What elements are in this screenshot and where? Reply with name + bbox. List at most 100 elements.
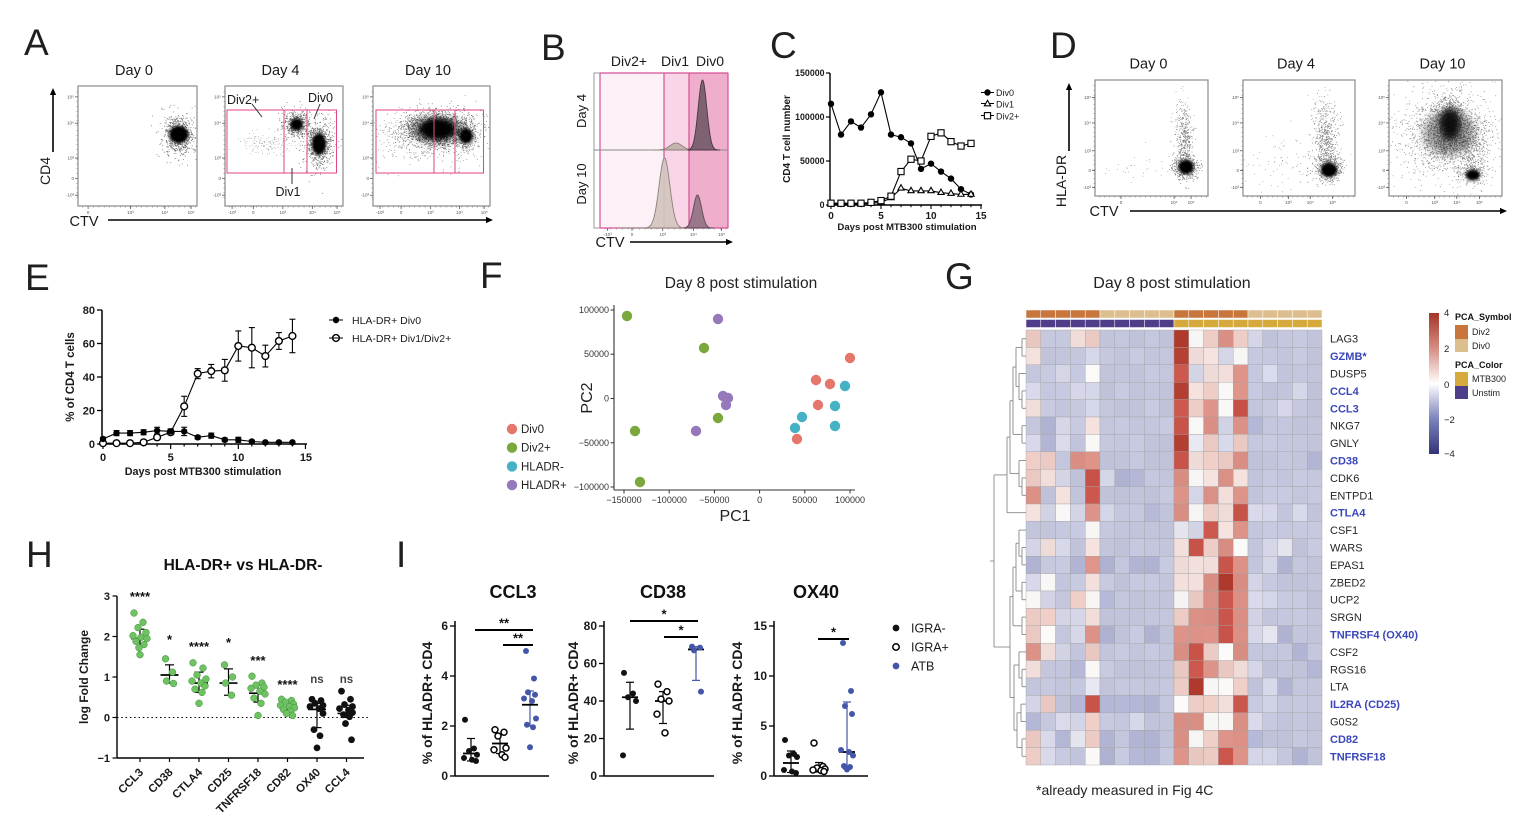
svg-text:HLADR+: HLADR+ bbox=[521, 480, 567, 492]
svg-text:PC2: PC2 bbox=[579, 382, 596, 413]
svg-text:Div0: Div0 bbox=[1472, 341, 1490, 351]
svg-text:CTV: CTV bbox=[70, 214, 99, 230]
svg-text:Day 10: Day 10 bbox=[574, 163, 589, 204]
svg-text:10³: 10³ bbox=[362, 156, 369, 161]
svg-text:5: 5 bbox=[168, 452, 174, 464]
svg-text:10³: 10³ bbox=[1432, 200, 1439, 205]
svg-text:20: 20 bbox=[584, 732, 598, 746]
svg-text:0: 0 bbox=[441, 769, 448, 783]
svg-text:0: 0 bbox=[631, 232, 634, 237]
svg-text:**: ** bbox=[513, 631, 524, 646]
svg-text:Day 8 post stimulation: Day 8 post stimulation bbox=[665, 275, 818, 292]
svg-text:−100000: −100000 bbox=[574, 482, 609, 492]
svg-text:Div1: Div1 bbox=[661, 53, 689, 69]
svg-text:Day 8 post stimulation: Day 8 post stimulation bbox=[1093, 275, 1250, 292]
svg-text:10⁴: 10⁴ bbox=[67, 121, 74, 126]
svg-text:10⁴: 10⁴ bbox=[214, 121, 221, 126]
svg-text:0: 0 bbox=[87, 210, 90, 215]
svg-text:100000: 100000 bbox=[795, 112, 824, 122]
svg-text:H: H bbox=[26, 534, 53, 575]
svg-text:0: 0 bbox=[757, 495, 762, 505]
svg-text:10⁵: 10⁵ bbox=[67, 94, 74, 99]
svg-text:ATB: ATB bbox=[911, 660, 934, 674]
svg-text:10: 10 bbox=[925, 211, 937, 222]
svg-text:−150000: −150000 bbox=[606, 495, 641, 505]
svg-text:0: 0 bbox=[1120, 200, 1123, 205]
svg-text:Div2: Div2 bbox=[1472, 327, 1490, 337]
svg-text:****: **** bbox=[189, 639, 210, 654]
svg-text:**: ** bbox=[499, 616, 510, 631]
svg-text:10⁵: 10⁵ bbox=[1378, 95, 1385, 100]
svg-text:15: 15 bbox=[300, 452, 312, 464]
svg-text:10⁵: 10⁵ bbox=[481, 210, 488, 215]
svg-text:-10³: -10³ bbox=[376, 210, 385, 215]
svg-text:CD4 T cell number: CD4 T cell number bbox=[782, 95, 793, 183]
svg-text:0: 0 bbox=[71, 176, 74, 181]
svg-text:G0S2: G0S2 bbox=[1330, 717, 1358, 729]
svg-text:0: 0 bbox=[104, 713, 110, 725]
svg-text:% of CD4 T cells: % of CD4 T cells bbox=[65, 332, 77, 421]
svg-text:HLA-DR: HLA-DR bbox=[1053, 155, 1069, 207]
svg-text:10⁵: 10⁵ bbox=[1188, 200, 1195, 205]
svg-text:10³: 10³ bbox=[127, 210, 134, 215]
svg-text:G: G bbox=[945, 256, 974, 297]
svg-text:*: * bbox=[661, 607, 667, 622]
svg-text:0: 0 bbox=[828, 211, 834, 222]
svg-text:10³: 10³ bbox=[1378, 148, 1385, 153]
svg-text:CD38: CD38 bbox=[1330, 456, 1358, 468]
svg-text:10³: 10³ bbox=[214, 156, 221, 161]
svg-text:150000: 150000 bbox=[795, 68, 824, 78]
svg-text:Div1: Div1 bbox=[275, 185, 300, 199]
svg-text:Day 0: Day 0 bbox=[115, 63, 153, 79]
svg-text:B: B bbox=[541, 27, 566, 68]
svg-text:CCL4: CCL4 bbox=[1330, 386, 1360, 398]
svg-text:0: 0 bbox=[820, 200, 825, 210]
svg-text:NKG7: NKG7 bbox=[1330, 421, 1360, 433]
svg-text:50000: 50000 bbox=[584, 349, 609, 359]
svg-text:4: 4 bbox=[441, 669, 448, 683]
svg-text:10³: 10³ bbox=[1084, 148, 1091, 153]
svg-text:0: 0 bbox=[760, 769, 767, 783]
svg-text:10⁴: 10⁴ bbox=[456, 210, 463, 215]
svg-text:E: E bbox=[25, 257, 50, 298]
svg-text:Unstim: Unstim bbox=[1472, 388, 1500, 398]
svg-text:CD4: CD4 bbox=[37, 157, 53, 185]
svg-text:10⁴: 10⁴ bbox=[1378, 120, 1385, 125]
svg-text:80: 80 bbox=[584, 619, 598, 633]
svg-text:0: 0 bbox=[1236, 168, 1239, 173]
svg-text:10³: 10³ bbox=[1285, 200, 1292, 205]
svg-text:-10³: -10³ bbox=[1083, 185, 1092, 190]
svg-text:4: 4 bbox=[1444, 308, 1449, 319]
svg-text:10⁴: 10⁴ bbox=[1453, 200, 1460, 205]
svg-text:10⁴: 10⁴ bbox=[362, 121, 369, 126]
svg-text:PCA_Color: PCA_Color bbox=[1455, 360, 1503, 370]
svg-text:0: 0 bbox=[1259, 200, 1262, 205]
svg-text:HLA-DR+ Div1/Div2+: HLA-DR+ Div1/Div2+ bbox=[352, 333, 451, 345]
svg-text:Days post MTB300 stimulation: Days post MTB300 stimulation bbox=[125, 466, 282, 478]
svg-text:Day 10: Day 10 bbox=[1420, 57, 1466, 73]
svg-text:Div1: Div1 bbox=[996, 99, 1014, 109]
svg-text:10⁴: 10⁴ bbox=[690, 232, 697, 237]
svg-text:CCL3: CCL3 bbox=[1330, 403, 1359, 415]
svg-text:80: 80 bbox=[83, 305, 95, 317]
svg-text:*: * bbox=[226, 635, 232, 650]
svg-text:−4: −4 bbox=[1444, 449, 1455, 460]
svg-text:100000: 100000 bbox=[835, 495, 865, 505]
svg-text:IGRA-: IGRA- bbox=[911, 622, 946, 636]
svg-text:−50000: −50000 bbox=[699, 495, 729, 505]
svg-text:40: 40 bbox=[83, 372, 95, 384]
svg-text:-10³: -10³ bbox=[213, 193, 222, 198]
svg-text:−100000: −100000 bbox=[652, 495, 687, 505]
svg-text:Div2+: Div2+ bbox=[227, 93, 259, 107]
svg-text:CTV: CTV bbox=[1090, 204, 1119, 220]
svg-text:0: 0 bbox=[1444, 380, 1449, 391]
svg-text:1: 1 bbox=[104, 672, 110, 684]
svg-text:Div2+: Div2+ bbox=[996, 111, 1019, 121]
svg-text:ns: ns bbox=[310, 674, 323, 686]
svg-text:10: 10 bbox=[232, 452, 244, 464]
svg-text:CSF2: CSF2 bbox=[1330, 647, 1358, 659]
svg-text:SRGN: SRGN bbox=[1330, 612, 1362, 624]
svg-text:TNFRSF18: TNFRSF18 bbox=[1330, 751, 1386, 763]
svg-text:Day 0: Day 0 bbox=[1130, 57, 1168, 73]
svg-text:40: 40 bbox=[584, 694, 598, 708]
